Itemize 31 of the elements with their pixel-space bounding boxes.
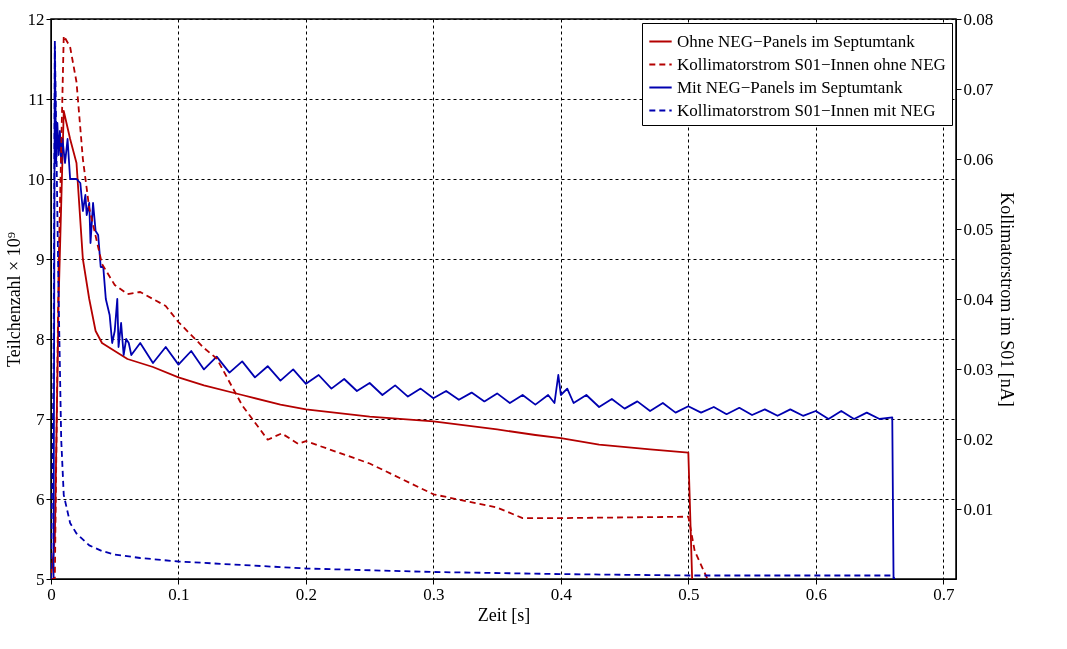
x-tick-label: 0.3	[423, 584, 445, 604]
x-tick-label: 0.4	[550, 584, 573, 604]
y2-tick-label: 0.06	[963, 149, 994, 169]
y2-tick-label: 0.03	[963, 359, 994, 379]
y-tick-label: 11	[28, 89, 45, 109]
x-tick-label: 0	[47, 584, 56, 604]
x-tick-label: 0.6	[805, 584, 827, 604]
legend-label: Mit NEG−Panels im Septumtank	[677, 77, 903, 97]
y-axis-title: Teilchenzahl × 10⁹	[3, 231, 24, 368]
y-tick-label: 6	[36, 489, 45, 509]
y2-axis-title: Kollimatorstrom im S01 [nA]	[997, 192, 1018, 407]
y2-tick-label: 0.04	[963, 289, 994, 309]
legend-label: Ohne NEG−Panels im Septumtank	[677, 31, 916, 51]
y2-tick-label: 0.08	[963, 9, 994, 29]
x-tick-label: 0.7	[933, 584, 955, 604]
x-tick-label: 0.1	[168, 584, 190, 604]
legend-label: Kollimatorstrom S01−Innen mit NEG	[677, 100, 936, 120]
x-tick-label: 0.5	[678, 584, 700, 604]
y-tick-label: 9	[36, 249, 45, 269]
y2-tick-label: 0.05	[963, 219, 994, 239]
y-tick-label: 5	[36, 569, 45, 589]
y2-tick-label: 0.07	[963, 79, 994, 99]
y-tick-label: 7	[36, 409, 45, 429]
y2-tick-label: 0.02	[963, 429, 994, 449]
x-tick-label: 0.2	[295, 584, 318, 604]
x-axis-title: Zeit [s]	[477, 604, 531, 625]
legend-label: Kollimatorstrom S01−Innen ohne NEG	[677, 54, 946, 74]
y-tick-label: 8	[36, 329, 45, 349]
y2-tick-label: 0.01	[963, 499, 994, 519]
y-tick-label: 10	[27, 169, 45, 189]
y-tick-label: 12	[27, 9, 45, 29]
